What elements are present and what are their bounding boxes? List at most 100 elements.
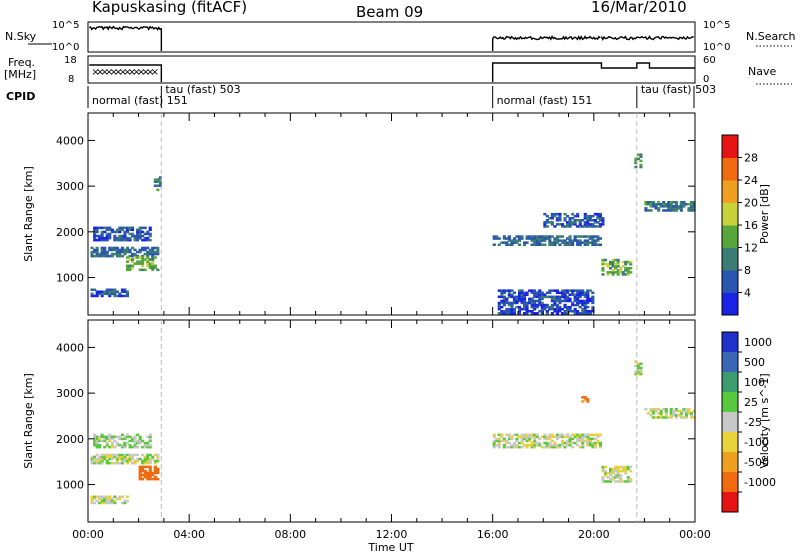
heatmap-cell: [669, 207, 673, 210]
heatmap-cell: [626, 465, 630, 469]
heatmap-cell: [662, 201, 666, 204]
heatmap-cell: [679, 412, 683, 415]
heatmap-cell: [143, 473, 147, 477]
heatmap-cell: [543, 239, 547, 242]
heatmap-cell: [561, 223, 565, 226]
heatmap-cell: [131, 234, 135, 238]
heatmap-cell: [146, 254, 150, 258]
nave-marker: ×: [132, 67, 140, 78]
colorbar-segment: [722, 180, 738, 203]
heatmap-cell: [548, 295, 552, 299]
nave-marker: ×: [105, 67, 113, 78]
heatmap-cell: [100, 453, 104, 457]
heatmap-cell: [626, 260, 630, 264]
heatmap-cell: [118, 294, 122, 298]
heatmap-cell: [105, 292, 109, 296]
heatmap-cell: [581, 435, 585, 439]
heatmap-cell: [128, 268, 132, 272]
heatmap-cell: [662, 203, 666, 206]
heatmap-cell: [576, 214, 580, 218]
heatmap-cell: [591, 243, 595, 246]
heatmap-cell: [581, 235, 585, 238]
heatmap-cell: [156, 252, 160, 256]
heatmap-cell: [545, 225, 549, 228]
heatmap-cell: [148, 266, 152, 270]
heatmap-cell: [561, 239, 565, 242]
heatmap-cell: [133, 248, 137, 252]
heatmap-cell: [652, 410, 656, 413]
heatmap-cell: [528, 310, 532, 313]
heatmap-cell: [98, 455, 102, 459]
heatmap-cell: [611, 478, 615, 481]
heatmap-cell: [581, 445, 585, 449]
heatmap-cell: [566, 433, 570, 437]
heatmap-cell: [657, 412, 661, 415]
heatmap-cell: [515, 297, 519, 301]
heatmap-cell: [555, 212, 559, 216]
heatmap-cell: [573, 237, 577, 240]
colorbar-tick-label: -100: [744, 436, 769, 449]
heatmap-cell: [538, 441, 542, 445]
heatmap-cell: [146, 445, 150, 449]
heatmap-cell: [100, 439, 104, 443]
heatmap-cell: [538, 293, 542, 296]
heatmap-cell: [538, 299, 542, 303]
heatmap-cell: [639, 165, 643, 169]
heatmap-cell: [558, 212, 562, 216]
heatmap-cell: [679, 209, 683, 212]
heatmap-cell: [520, 299, 524, 303]
heatmap-cell: [593, 212, 597, 216]
colorbar-segment: [722, 332, 738, 353]
heatmap-cell: [118, 238, 122, 242]
freq-left-tick-bottom: 8: [68, 74, 74, 85]
heatmap-cell: [143, 459, 147, 463]
heatmap-cell: [510, 445, 514, 449]
heatmap-cell: [525, 437, 529, 441]
heatmap-cell: [530, 441, 534, 445]
heatmap-cell: [583, 307, 587, 311]
heatmap-cell: [525, 235, 529, 238]
heatmap-cell: [573, 433, 577, 437]
heatmap-cell: [515, 305, 519, 309]
heatmap-cell: [505, 433, 509, 437]
heatmap-cell: [601, 273, 605, 276]
heatmap-cell: [95, 234, 99, 238]
heatmap-cell: [90, 457, 94, 461]
heatmap-cell: [667, 203, 671, 206]
heatmap-cell: [136, 262, 140, 265]
heatmap-cell: [115, 435, 119, 439]
heatmap-cell: [123, 250, 127, 254]
heatmap-cell: [583, 305, 587, 309]
heatmap-cell: [110, 497, 114, 500]
heatmap-cell: [100, 455, 104, 459]
heatmap-cell: [566, 439, 570, 443]
heatmap-cell: [586, 441, 590, 445]
heatmap-cell: [120, 254, 124, 258]
heatmap-cell: [573, 441, 577, 445]
heatmap-cell: [533, 439, 537, 443]
heatmap-cell: [497, 443, 501, 447]
heatmap-cell: [98, 435, 102, 439]
heatmap-cell: [507, 433, 511, 437]
heatmap-cell: [667, 209, 671, 212]
heatmap-cell: [138, 230, 142, 234]
heatmap-cell: [598, 217, 602, 220]
nsky-label: N.Sky: [5, 30, 37, 43]
heatmap-cell: [148, 457, 152, 461]
heatmap-cell: [591, 305, 595, 309]
heatmap-cell: [588, 441, 592, 445]
heatmap-cell: [581, 441, 585, 445]
heatmap-cell: [611, 271, 615, 274]
heatmap-cell: [614, 262, 618, 266]
heatmap-cell: [138, 437, 142, 441]
heatmap-cell: [156, 459, 160, 463]
heatmap-cell: [118, 497, 122, 500]
heatmap-cell: [98, 226, 102, 230]
heatmap-cell: [611, 472, 615, 475]
heatmap-cell: [664, 408, 668, 411]
heatmap-cell: [591, 441, 595, 445]
heatmap-cell: [601, 258, 605, 262]
heatmap-cell: [507, 312, 511, 315]
xtick-label: 12:00: [376, 528, 408, 541]
